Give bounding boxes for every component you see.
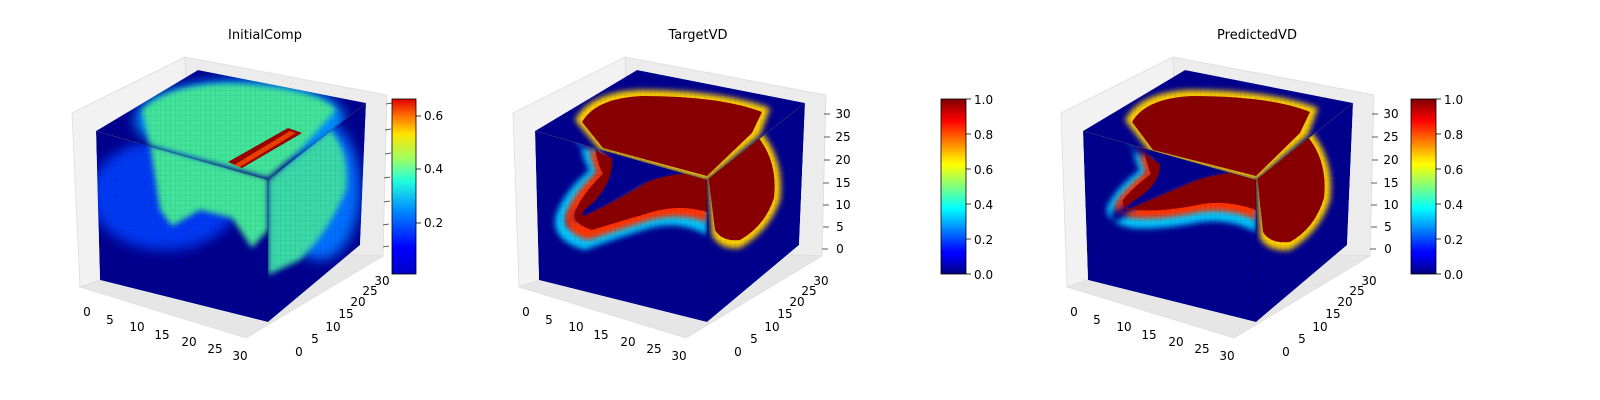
colorbar-tick-label: 0.2 (424, 216, 443, 230)
y-tick-label: 0 (734, 345, 742, 359)
x-tick-label: 20 (620, 335, 635, 349)
y-tick-label: 15 (1325, 307, 1340, 321)
colorbar-tick-label: 0.6 (1444, 163, 1463, 177)
colorbar-tick-label: 0.0 (1444, 268, 1463, 282)
x-tick-label: 25 (207, 342, 222, 356)
x-tick-label: 30 (671, 349, 686, 363)
y-axis: 0 5 10 15 20 25 30 (734, 274, 828, 359)
x-tick-label: 20 (1168, 335, 1183, 349)
z-tick-label: 5 (836, 220, 844, 234)
y-tick-label: 10 (764, 320, 779, 334)
y-tick-label: 30 (374, 274, 389, 288)
y-tick-label: 5 (311, 332, 319, 346)
z-tick-label: 10 (1383, 198, 1398, 212)
y-tick-label: 25 (1349, 284, 1364, 298)
z-axis: 0 5 10 15 20 25 30 (822, 107, 851, 256)
panel-title: InitialComp (228, 28, 302, 43)
colorbar-tick-label: 0.4 (974, 198, 993, 212)
colorbar-tick-label: 0.2 (1444, 233, 1463, 247)
colorbar-tick-label: 0.4 (424, 162, 443, 176)
colorbar-ticks (1436, 98, 1441, 275)
colorbar-tick-label: 0.4 (1444, 198, 1463, 212)
z-tick-label: 30 (1383, 107, 1398, 121)
x-tick-label: 0 (522, 305, 530, 319)
y-tick-label: 10 (1312, 320, 1327, 334)
colorbar-gradient (940, 98, 967, 275)
colorbar: 0.0 0.2 0.4 0.6 0.8 1.0 (940, 93, 993, 282)
y-tick-label: 10 (325, 320, 340, 334)
x-tick-label: 15 (1141, 328, 1156, 342)
y-tick-label: 5 (1298, 332, 1306, 346)
y-tick-label: 15 (338, 307, 353, 321)
y-tick-label: 0 (1282, 345, 1290, 359)
x-axis: 0 5 10 15 20 25 30 (1070, 305, 1234, 363)
y-tick-label: 5 (750, 332, 758, 346)
z-tick-label: 25 (835, 130, 850, 144)
x-axis: 0 5 10 15 20 25 30 (522, 305, 686, 363)
colorbar-tick-label: 0.2 (974, 233, 993, 247)
x-tick-label: 5 (545, 313, 553, 327)
colorbar-ticks (416, 115, 421, 224)
voxel-volume (95, 70, 367, 322)
x-tick-label: 0 (83, 305, 91, 319)
z-tick-label: 25 (1383, 130, 1398, 144)
z-tick-label: 0 (1384, 242, 1392, 256)
voxel-volume (534, 70, 806, 322)
x-tick-label: 10 (568, 320, 583, 334)
x-tick-label: 20 (181, 335, 196, 349)
z-tick-label: 20 (835, 153, 850, 167)
x-tick-label: 5 (106, 313, 114, 327)
y-tick-label: 20 (1337, 295, 1352, 309)
colorbar-gradient (1410, 98, 1437, 275)
y-tick-label: 15 (777, 307, 792, 321)
x-tick-label: 15 (154, 328, 169, 342)
panel-title: TargetVD (667, 28, 727, 43)
z-tick-label: 0 (836, 242, 844, 256)
x-tick-label: 30 (232, 349, 247, 363)
colorbar-tick-label: 1.0 (974, 93, 993, 107)
z-axis (382, 102, 393, 248)
z-tick-label: 30 (835, 107, 850, 121)
x-tick-label: 25 (646, 342, 661, 356)
colorbar-tick-label: 0.8 (1444, 128, 1463, 142)
x-tick-label: 25 (1194, 342, 1209, 356)
x-tick-label: 10 (129, 320, 144, 334)
x-tick-label: 10 (1116, 320, 1131, 334)
colorbar-tick-label: 0.0 (974, 268, 993, 282)
colorbar-ticks (966, 98, 971, 275)
x-tick-label: 30 (1219, 349, 1234, 363)
x-tick-label: 15 (593, 328, 608, 342)
z-tick-label: 10 (835, 198, 850, 212)
panel-predictedvd: PredictedVD (1060, 28, 1463, 363)
panel-initialcomp: InitialComp (71, 28, 443, 363)
y-tick-label: 25 (362, 284, 377, 298)
y-tick-label: 20 (789, 295, 804, 309)
colorbar-tick-label: 0.6 (424, 109, 443, 123)
colorbar-gradient (391, 98, 417, 275)
y-tick-label: 30 (813, 274, 828, 288)
z-tick-label: 5 (1384, 220, 1392, 234)
panel-title: PredictedVD (1217, 28, 1297, 43)
y-tick-label: 20 (350, 295, 365, 309)
colorbar-tick-label: 1.0 (1444, 93, 1463, 107)
y-tick-label: 30 (1361, 274, 1376, 288)
y-tick-label: 25 (801, 284, 816, 298)
panel-targetvd: TargetVD (512, 28, 993, 363)
y-tick-label: 0 (295, 345, 303, 359)
z-tick-label: 20 (1383, 153, 1398, 167)
z-tick-label: 15 (835, 176, 850, 190)
y-axis: 0 5 10 15 20 25 30 (295, 274, 389, 359)
x-axis: 0 5 10 15 20 25 30 (83, 305, 247, 363)
colorbar-tick-label: 0.6 (974, 163, 993, 177)
x-tick-label: 5 (1093, 313, 1101, 327)
colorbar-tick-label: 0.8 (974, 128, 993, 142)
z-axis: 0 5 10 15 20 25 30 (1370, 107, 1399, 256)
x-tick-label: 0 (1070, 305, 1078, 319)
y-axis: 0 5 10 15 20 25 30 (1282, 274, 1376, 359)
voxel-volume (1082, 70, 1354, 322)
colorbar: 0.0 0.2 0.4 0.6 0.8 1.0 (1410, 93, 1463, 282)
z-tick-label: 15 (1383, 176, 1398, 190)
colorbar: 0.2 0.4 0.6 (391, 98, 443, 275)
